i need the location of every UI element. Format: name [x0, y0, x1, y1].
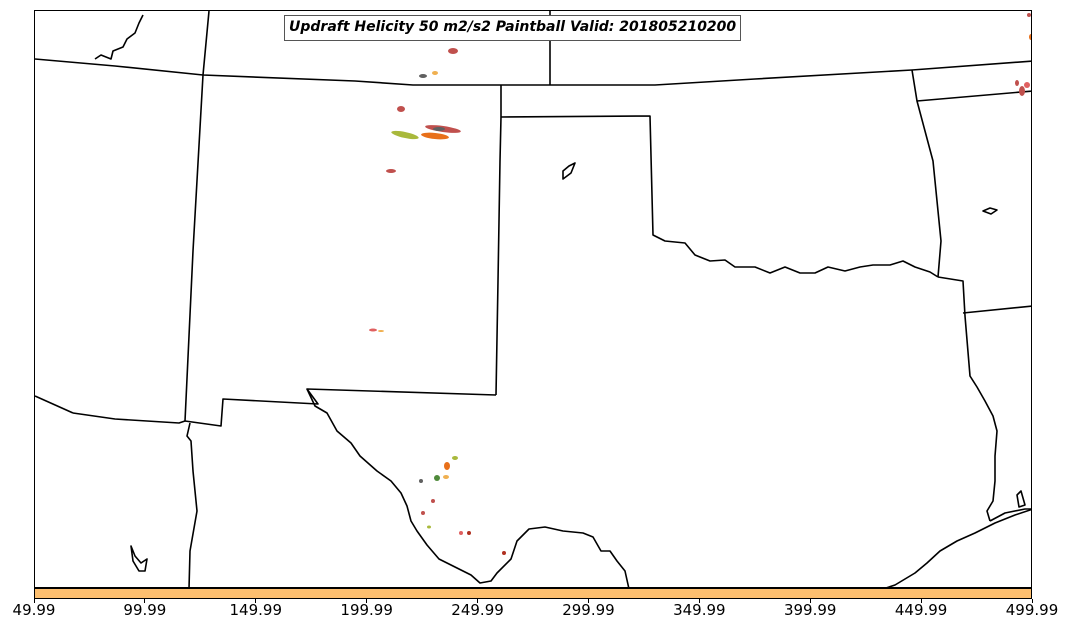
- colorbar-tick: [920, 599, 922, 603]
- cell: [1019, 86, 1025, 96]
- cell: [432, 71, 438, 75]
- mexico-border-west: [186, 422, 198, 587]
- texas-rio-grande: [306, 388, 630, 587]
- map-area: [34, 10, 1032, 588]
- colorbar-tick-label: 399.99: [783, 601, 837, 619]
- colorbar: [34, 588, 1032, 599]
- arizona-newmexico-border: [184, 74, 204, 422]
- map-canvas: [35, 11, 1031, 587]
- cell: [427, 525, 431, 529]
- colorbar-tick: [255, 599, 257, 603]
- texas-louisiana-border: [937, 276, 998, 522]
- colorbar-tick-label: 449.99: [894, 601, 948, 619]
- colorbar-tick-label: 249.99: [451, 601, 504, 619]
- colorbar-tick: [809, 599, 811, 603]
- missouri-iowa-border: [916, 90, 1031, 102]
- cell: [1029, 34, 1031, 40]
- cell: [386, 169, 396, 173]
- colorbar-tick: [698, 599, 700, 603]
- colorbar-tick: [33, 599, 35, 603]
- oklahoma-north-red-river: [500, 115, 939, 278]
- newmexico-south-border: [72, 388, 497, 427]
- arkansas-louisiana-border: [962, 305, 1031, 314]
- cell: [444, 462, 450, 470]
- gulf-coast-texas: [886, 508, 1031, 587]
- colorbar-tick-label: 499.99: [1005, 601, 1059, 619]
- cell: [369, 328, 377, 332]
- colorbar-tick: [1031, 599, 1033, 603]
- cell: [421, 511, 425, 515]
- cell: [378, 330, 384, 332]
- great-salt-lake: [94, 14, 144, 60]
- gulf-coast-louisiana: [989, 508, 1031, 522]
- cell: [443, 475, 449, 479]
- cell: [419, 479, 423, 483]
- cell: [452, 456, 458, 460]
- colorbar-tick-label: 299.99: [562, 601, 615, 619]
- utah-wyoming-border: [202, 11, 210, 76]
- cell: [434, 475, 440, 481]
- cell: [467, 531, 471, 535]
- reservoir-arkansas: [982, 207, 998, 215]
- colorbar-tick: [587, 599, 589, 603]
- cell: [1024, 82, 1030, 88]
- colorbar-tick: [144, 599, 146, 603]
- paintball-cells: [369, 13, 1031, 555]
- colorbar-tick: [477, 599, 479, 603]
- cell: [433, 127, 445, 131]
- colorbar-tick-label: 49.99: [12, 601, 56, 619]
- colorbar-tick: [366, 599, 368, 603]
- colorbar-tick-label: 149.99: [229, 601, 283, 619]
- missouri-oklahoma-border: [911, 69, 942, 278]
- colorado-kansas-border: [495, 85, 502, 396]
- cell: [459, 531, 463, 535]
- reservoir-kansas: [562, 162, 576, 180]
- lake-louisiana: [1016, 490, 1026, 508]
- cell: [421, 132, 449, 140]
- lake-arizona: [130, 545, 148, 572]
- cell: [1027, 13, 1031, 17]
- nevada-arizona-border: [35, 395, 74, 414]
- cell: [431, 499, 435, 503]
- colorbar-tick-label: 349.99: [673, 601, 726, 619]
- colorbar-tick-label: 99.99: [123, 601, 167, 619]
- cell: [502, 551, 506, 555]
- cell: [397, 106, 405, 112]
- cell: [448, 48, 458, 54]
- cell: [391, 130, 419, 140]
- state-borders: [35, 11, 1031, 587]
- cell: [1015, 80, 1019, 86]
- colorbar-tick-label: 199.99: [340, 601, 393, 619]
- northern-border: [35, 58, 1031, 86]
- cell: [419, 74, 427, 78]
- map-title: Updraft Helicity 50 m2/s2 Paintball Vali…: [284, 15, 742, 41]
